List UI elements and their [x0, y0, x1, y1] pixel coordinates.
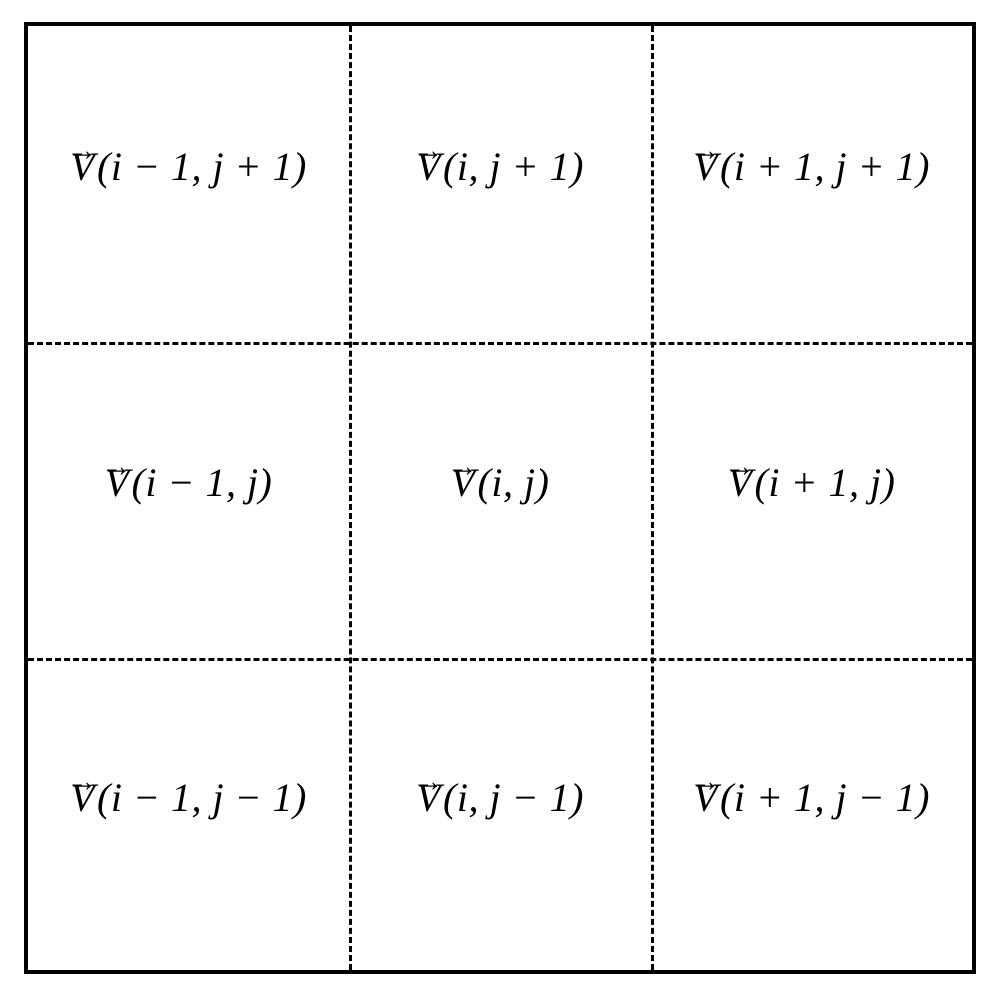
cell-label: →V(i + 1, j)	[728, 459, 896, 506]
vector-arrow-icon: →	[448, 450, 479, 484]
cell-label: →V(i − 1, j)	[105, 459, 273, 506]
grid-cell: →V(i + 1, j − 1)	[651, 658, 972, 970]
grid-cell: →V(i, j)	[349, 342, 651, 658]
cell-label: →V(i − 1, j + 1)	[70, 143, 307, 190]
grid-cell: →V(i, j + 1)	[349, 26, 651, 342]
grid-cell: →V(i − 1, j + 1)	[28, 26, 349, 342]
vector-args: (i − 1, j + 1)	[97, 144, 307, 189]
vector-args: (i, j)	[478, 460, 550, 505]
vector-arrow-icon: →	[413, 765, 444, 799]
vector-args: (i + 1, j + 1)	[720, 144, 930, 189]
cell-label: →V(i, j + 1)	[416, 143, 584, 190]
vector-symbol: →V	[416, 774, 441, 821]
grid-cell: →V(i, j − 1)	[349, 658, 651, 970]
vector-arrow-icon: →	[67, 134, 98, 168]
grid-cell: →V(i − 1, j − 1)	[28, 658, 349, 970]
grid-cell: →V(i − 1, j)	[28, 342, 349, 658]
cell-label: →V(i + 1, j − 1)	[693, 774, 930, 821]
vector-arrow-icon: →	[67, 765, 98, 799]
vector-arrow-icon: →	[102, 450, 133, 484]
grid-cell: →V(i + 1, j + 1)	[651, 26, 972, 342]
vector-symbol: →V	[451, 459, 476, 506]
vector-args: (i + 1, j − 1)	[720, 775, 930, 820]
vector-args: (i, j + 1)	[443, 144, 584, 189]
vector-arrow-icon: →	[725, 450, 756, 484]
vector-args: (i − 1, j − 1)	[97, 775, 307, 820]
cell-label: →V(i, j − 1)	[416, 774, 584, 821]
vector-symbol: →V	[70, 143, 95, 190]
vector-args: (i, j − 1)	[443, 775, 584, 820]
cell-label: →V(i − 1, j − 1)	[70, 774, 307, 821]
vector-symbol: →V	[728, 459, 753, 506]
vector-args: (i + 1, j)	[755, 460, 896, 505]
vector-symbol: →V	[70, 774, 95, 821]
vector-symbol: →V	[693, 774, 718, 821]
vector-arrow-icon: →	[690, 134, 721, 168]
vector-arrow-icon: →	[690, 765, 721, 799]
grid-container: →V(i − 1, j + 1)→V(i, j + 1)→V(i + 1, j …	[24, 22, 976, 974]
vector-symbol: →V	[105, 459, 130, 506]
cell-label: →V(i, j)	[451, 459, 550, 506]
grid-cell: →V(i + 1, j)	[651, 342, 972, 658]
cell-label: →V(i + 1, j + 1)	[693, 143, 930, 190]
vector-symbol: →V	[693, 143, 718, 190]
vector-symbol: →V	[416, 143, 441, 190]
vector-arrow-icon: →	[413, 134, 444, 168]
vector-args: (i − 1, j)	[132, 460, 273, 505]
